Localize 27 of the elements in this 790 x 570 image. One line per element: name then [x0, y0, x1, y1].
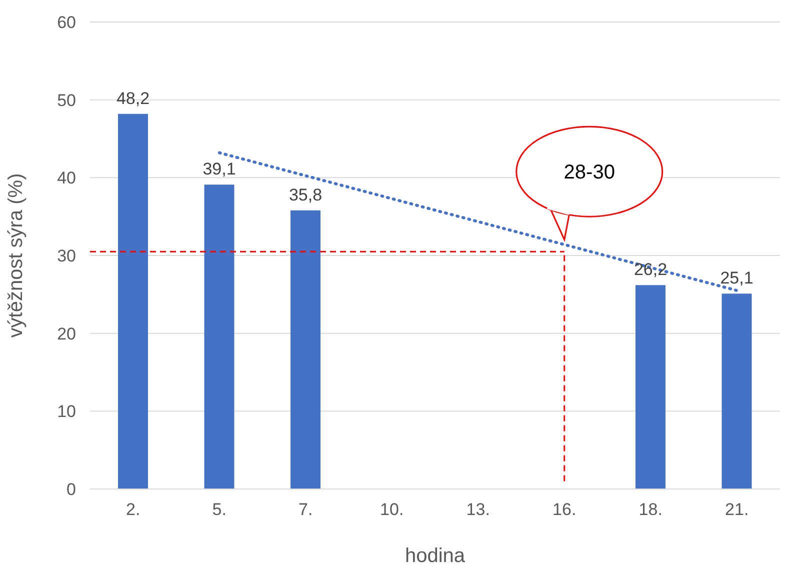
x-axis-title: hodina	[404, 545, 466, 567]
bar	[290, 210, 320, 489]
bar	[204, 184, 234, 489]
annotation: 28-30	[564, 162, 615, 184]
y-axis-title: výtěžnost sýra (%)	[5, 173, 28, 338]
y-tick-label: 40	[57, 168, 76, 188]
bar	[118, 114, 148, 489]
y-tick-label: 30	[57, 246, 76, 266]
data-label: 35,8	[288, 185, 322, 204]
x-tick-label: 18.	[638, 500, 662, 520]
y-tick-label: 20	[57, 324, 76, 344]
y-tick-label: 50	[57, 90, 76, 110]
x-tick-label: 13.	[466, 500, 490, 520]
data-label: 48,2	[116, 88, 150, 108]
x-tick-label: 2.	[126, 500, 140, 520]
y-tick-label: 0	[66, 480, 76, 500]
data-label: 39,1	[202, 160, 236, 179]
y-tick-label: 10	[57, 402, 76, 422]
x-tick-label: 10.	[380, 500, 404, 520]
x-tick-label: 5.	[212, 500, 226, 520]
bar	[636, 285, 666, 489]
x-tick-label: 7.	[298, 500, 313, 520]
data-label: 26,2	[634, 260, 668, 280]
x-tick-label: 16.	[552, 500, 576, 520]
x-tick-label: 21.	[725, 500, 749, 520]
data-label: 25,1	[720, 268, 754, 288]
y-tick-label: 60	[57, 13, 76, 32]
